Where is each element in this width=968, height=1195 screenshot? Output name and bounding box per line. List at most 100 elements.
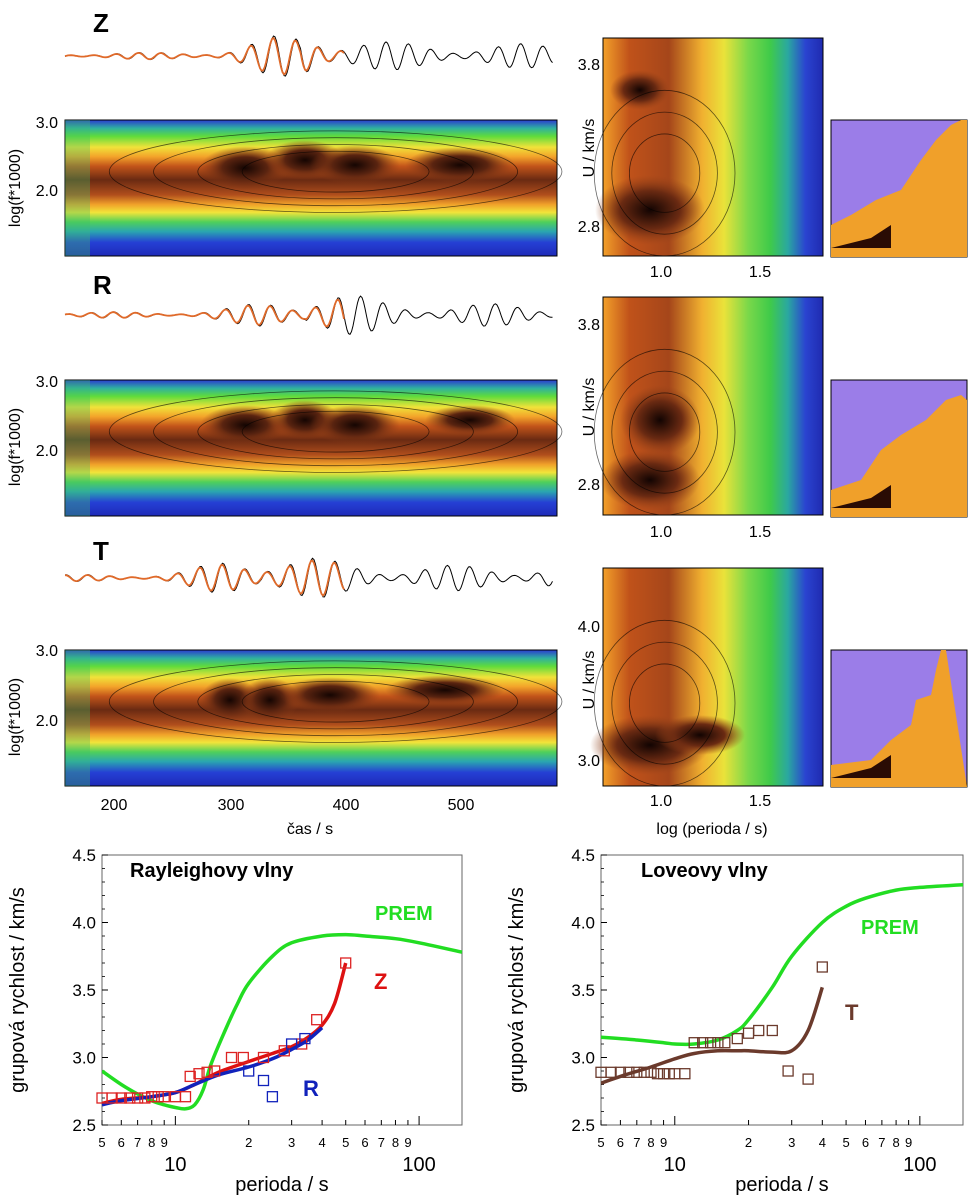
x-axis-label: perioda / s [235,1174,328,1195]
velocity-xtick-r-2: 1.5 [749,524,771,541]
energy-peak [385,675,505,705]
plot-frame [600,854,964,1126]
spectrogram-ytick-z-mid: 2.0 [36,183,58,200]
contour-line [153,397,519,467]
contour-line [108,130,563,213]
data-marker [697,1037,709,1049]
contour-line [593,619,736,787]
contour-line [611,370,718,494]
inset-energy [831,650,967,787]
data-marker [688,1037,700,1049]
data-marker [645,1066,657,1078]
x-minor-tick-label: 5 [342,1135,349,1150]
inset-energy [831,120,967,257]
data-marker [179,1091,192,1103]
plot-frame [101,854,463,1126]
contour-line [108,660,563,743]
energy-peak [655,715,745,755]
velocity-xtick-r-1: 1.0 [650,524,672,541]
data-marker [802,1073,814,1085]
inset-peak [831,485,891,508]
energy-peak [405,147,515,183]
contour-line [241,410,430,453]
data-marker [719,1037,731,1049]
filtered-inset-r [830,379,968,518]
x-minor-tick-label: 7 [633,1135,640,1150]
data-marker [201,1066,213,1078]
data-marker [340,957,352,969]
data-marker [257,1051,270,1064]
energy-peak [595,175,705,245]
x-major-tick-label: 100 [903,1154,936,1176]
velocity-ytick-t-b: 3.0 [578,753,600,770]
data-marker [766,1024,778,1037]
inset-peak [831,755,891,778]
filtered-trace [64,559,345,597]
seismogram-t [64,557,553,598]
contour-line [241,680,430,723]
x-minor-tick-label: 2 [745,1135,752,1150]
data-marker [139,1092,151,1104]
velocity-panel-z [593,37,824,257]
x-minor-tick-label: 3 [788,1135,795,1150]
velocity-xtick-z-2: 1.5 [749,264,771,281]
data-marker [731,1032,743,1045]
x-major-tick-label: 10 [664,1154,686,1176]
seismogram-trace [64,35,553,77]
data-marker [311,1014,323,1026]
series-annotation-prem: PREM [375,903,433,925]
x-minor-tick-label: 6 [118,1135,125,1150]
x-major-tick-label: 100 [402,1154,435,1176]
velocity-ylabel-z: U / km/s [581,119,598,178]
spectrogram-ylabel-r: log(f*1000) [7,408,24,486]
data-marker [753,1024,765,1037]
data-marker [651,1068,664,1080]
x-minor-tick-label: 6 [361,1135,368,1150]
time-xtick-200: 200 [101,797,128,814]
x-minor-tick-label: 5 [98,1135,105,1150]
contour-line [628,392,701,472]
spectrogram-ytick-r-top: 3.0 [36,374,58,391]
contour-line [197,144,474,200]
x-minor-tick-label: 4 [318,1135,325,1150]
contour-line [197,404,474,460]
contour-line [108,390,563,473]
y-axis-label: grupová rychlost / km/s [7,887,29,1093]
y-tick-label: 3.5 [571,981,595,1000]
energy-peak [310,405,400,445]
x-minor-tick-label: 8 [892,1135,899,1150]
spectrogram-ylabel-z: log(f*1000) [7,149,24,227]
y-tick-label: 4.5 [571,846,595,865]
y-tick-label: 2.5 [72,1116,96,1135]
data-marker [742,1027,755,1039]
velocity-xlabel: log (perioda / s) [656,821,767,838]
data-marker [638,1066,650,1078]
spectrogram-r [64,379,563,517]
x-minor-tick-label: 8 [148,1135,155,1150]
energy-peak [620,385,700,455]
data-marker [184,1070,196,1083]
data-marker [225,1051,238,1064]
x-minor-tick-label: 4 [819,1135,826,1150]
y-tick-label: 4.0 [72,914,96,933]
spectrogram-edge [65,380,90,516]
x-minor-tick-label: 8 [392,1135,399,1150]
energy-peak [600,450,700,510]
y-tick-label: 3.5 [72,981,96,1000]
series-annotation-t: T [845,1000,859,1025]
spectrogram-ytick-r-mid: 2.0 [36,443,58,460]
y-tick-label: 3.0 [72,1049,96,1068]
data-marker [631,1066,643,1078]
velocity-ytick-r-b: 2.8 [578,477,600,494]
spectrogram-ytick-z-top: 3.0 [36,115,58,132]
x-minor-tick-label: 9 [660,1135,667,1150]
x-minor-tick-label: 8 [647,1135,654,1150]
time-xtick-500: 500 [448,797,475,814]
data-marker [237,1051,249,1064]
velocity-xtick-t-2: 1.5 [749,793,771,810]
spectrogram-t [64,649,563,787]
series-annotation-z: Z [374,969,387,994]
